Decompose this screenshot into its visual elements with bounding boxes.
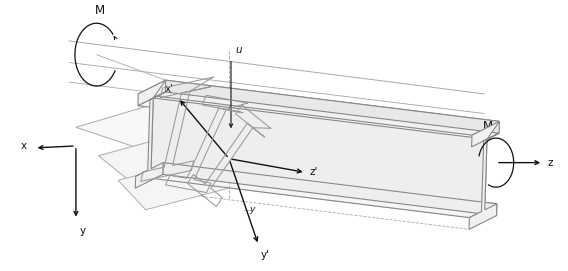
- Polygon shape: [135, 80, 166, 188]
- Text: M: M: [94, 4, 105, 17]
- Polygon shape: [138, 92, 499, 147]
- Polygon shape: [163, 163, 497, 216]
- Text: z: z: [547, 158, 553, 168]
- Text: M: M: [483, 120, 493, 133]
- Text: y': y': [261, 250, 269, 260]
- Polygon shape: [76, 90, 258, 147]
- Polygon shape: [118, 146, 278, 210]
- Polygon shape: [136, 163, 497, 218]
- Polygon shape: [151, 98, 487, 210]
- Polygon shape: [138, 80, 499, 135]
- Text: y: y: [250, 205, 255, 214]
- Polygon shape: [165, 80, 499, 133]
- Text: u: u: [235, 45, 241, 55]
- Text: z': z': [310, 167, 318, 178]
- Polygon shape: [469, 121, 499, 229]
- Text: x: x: [20, 141, 27, 151]
- Text: y: y: [80, 227, 86, 236]
- Polygon shape: [98, 120, 268, 185]
- Text: x': x': [165, 84, 174, 94]
